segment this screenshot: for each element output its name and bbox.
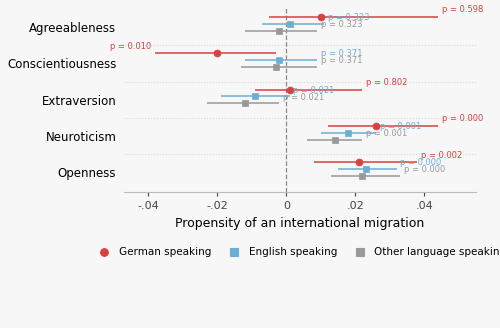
Text: p = 0.002: p = 0.002	[421, 151, 462, 160]
Legend: German speaking, English speaking, Other language speaking: German speaking, English speaking, Other…	[90, 243, 500, 261]
Text: p = 0.001: p = 0.001	[366, 129, 407, 138]
Text: p = 0.323: p = 0.323	[328, 13, 369, 22]
Text: p = 0.323: p = 0.323	[321, 20, 362, 29]
Text: p = 0.371: p = 0.371	[321, 49, 362, 58]
Text: p = 0.598: p = 0.598	[442, 5, 483, 14]
Text: p = 0.021: p = 0.021	[283, 92, 324, 101]
Text: p = 0.371: p = 0.371	[321, 56, 362, 65]
Text: p = 0.001: p = 0.001	[380, 122, 421, 131]
Text: p = 0.010: p = 0.010	[110, 42, 152, 51]
Text: p = 0.021: p = 0.021	[293, 86, 335, 94]
Text: p = 0.000: p = 0.000	[404, 165, 445, 174]
X-axis label: Propensity of an international migration: Propensity of an international migration	[176, 217, 424, 230]
Text: p = 0.802: p = 0.802	[366, 78, 407, 87]
Text: p = 0.000: p = 0.000	[400, 158, 442, 167]
Text: p = 0.000: p = 0.000	[442, 114, 483, 123]
